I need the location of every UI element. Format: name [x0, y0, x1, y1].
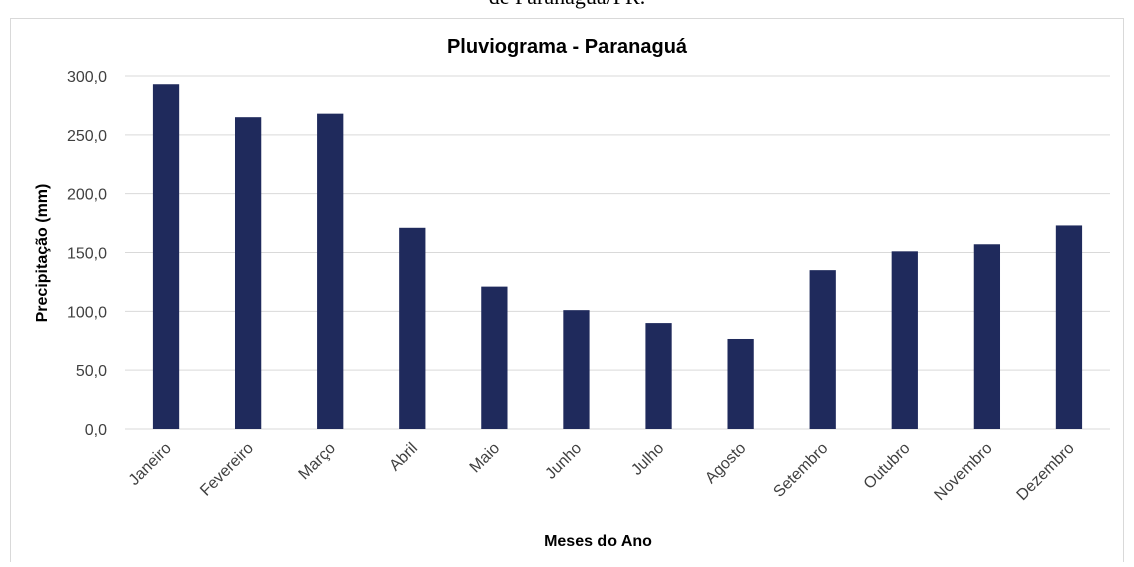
caption: de Paranaguá/PR.: [489, 0, 645, 9]
bar: [481, 286, 508, 429]
x-tick-label: Fevereiro: [197, 440, 257, 500]
y-axis-label: Precipitação (mm): [34, 184, 51, 323]
y-tick-label: 250,0: [67, 128, 107, 145]
y-tick-label: 50,0: [76, 363, 107, 380]
chart-frame: [10, 18, 1124, 567]
bar: [563, 310, 590, 429]
bar: [727, 338, 754, 429]
y-tick-label: 150,0: [67, 246, 107, 263]
x-tick-label: Junho: [542, 440, 585, 483]
y-tick-label: 200,0: [67, 187, 107, 204]
bar: [152, 84, 180, 429]
chart-title: Pluviograma - Paranaguá: [447, 36, 688, 58]
x-tick-label: Janeiro: [126, 440, 175, 489]
x-tick-label: Julho: [628, 440, 667, 479]
bar: [891, 251, 918, 429]
bar: [645, 323, 672, 429]
y-tick-label: 100,0: [67, 304, 107, 321]
x-tick-label: Abril: [386, 440, 421, 475]
bar: [1055, 225, 1083, 429]
x-tick-label: Agosto: [702, 440, 749, 487]
bar: [973, 244, 1001, 429]
x-tick-label: Outubro: [861, 440, 914, 493]
x-tick-label: Março: [296, 440, 340, 484]
bar: [809, 270, 836, 429]
x-tick-label: Novembro: [931, 440, 995, 504]
x-tick-label: Dezembro: [1014, 440, 1078, 504]
bar: [317, 113, 344, 430]
bar: [234, 117, 262, 429]
y-tick-label: 300,0: [67, 69, 107, 86]
x-axis-label: Meses do Ano: [544, 533, 652, 550]
x-tick-label: Setembro: [770, 440, 831, 501]
y-tick-label: 0,0: [85, 422, 107, 439]
x-tick-label: Maio: [467, 440, 504, 477]
bar: [399, 227, 426, 429]
